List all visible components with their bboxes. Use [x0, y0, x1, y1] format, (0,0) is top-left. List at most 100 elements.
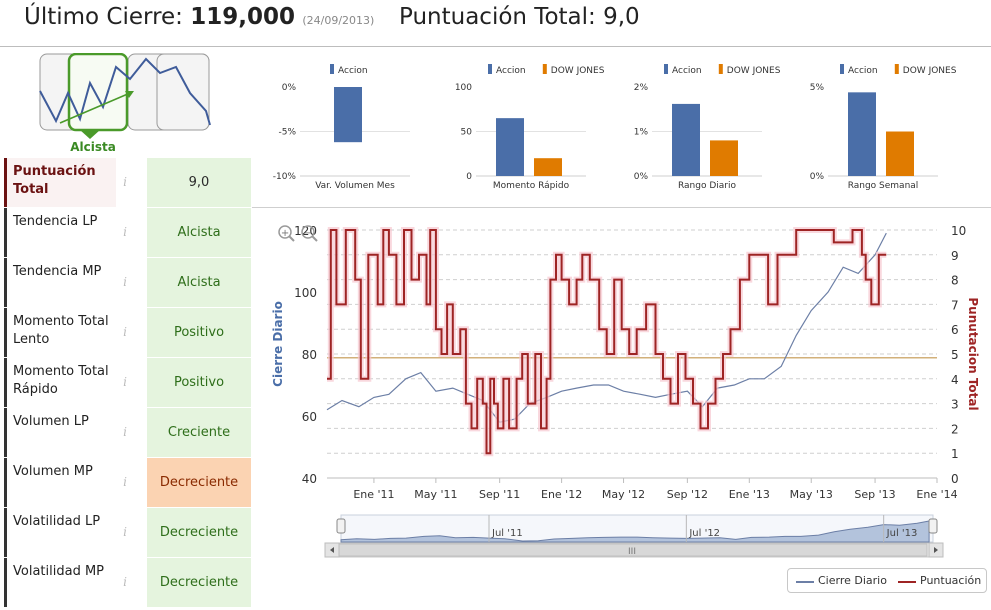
indicator-value: 9,0 — [147, 158, 251, 207]
y-tick-label: 0% — [634, 172, 649, 182]
y-tick-label: 80 — [302, 348, 317, 362]
scrollbar-grip-icon: III — [628, 547, 636, 557]
legend-swatch — [542, 64, 547, 74]
indicator-row: Momento Total Lento i Positivo — [0, 307, 251, 357]
indicator-name: Momento Total Rápido — [4, 358, 116, 407]
legend-cierre-label[interactable]: Cierre Diario — [818, 574, 887, 587]
info-icon[interactable]: i — [123, 525, 127, 539]
navigator-label: Jul '12 — [688, 528, 720, 539]
y-axis-title: Cierre Diario — [271, 301, 285, 387]
indicator-row: Volumen LP i Creciente — [0, 407, 251, 457]
info-icon[interactable]: i — [123, 325, 127, 339]
indicator-name: Tendencia LP — [4, 208, 116, 257]
y-tick-label: -10% — [273, 172, 297, 182]
y2-tick-label: 0 — [951, 472, 959, 486]
legend-label: DOW JONES — [727, 66, 781, 76]
x-tick-label: May '13 — [790, 488, 833, 501]
scroll-right-arrow-icon — [934, 547, 938, 553]
chart-legend: Cierre Diario Puntuación — [787, 568, 987, 593]
indicator-value: Positivo — [147, 358, 251, 407]
indicator-row: Tendencia LP i Alcista — [0, 207, 251, 257]
total-score-value: 9,0 — [603, 4, 640, 30]
bar — [534, 158, 562, 176]
bar — [496, 118, 524, 176]
x-tick-label: Sep '12 — [667, 488, 708, 501]
indicator-value: Decreciente — [147, 458, 251, 507]
y2-tick-label: 8 — [951, 274, 959, 288]
legend-swatch — [330, 64, 334, 74]
mini-bar-charts: Accion 0% -5% -10% Var. Volumen Mes Accion DOW… — [273, 64, 957, 191]
zoom-in-icon[interactable]: + — [278, 225, 295, 242]
indicator-value: Positivo — [147, 308, 251, 357]
legend-label: Accion — [672, 66, 702, 76]
legend-cierre-swatch — [796, 581, 814, 583]
y-tick-label: 0% — [810, 172, 825, 182]
legend-swatch — [894, 64, 899, 74]
indicator-name: Momento Total Lento — [4, 308, 116, 357]
x-axis-label: Momento Rápido — [493, 181, 570, 191]
info-icon[interactable]: i — [123, 375, 127, 389]
bar — [334, 87, 362, 143]
bar — [672, 103, 700, 176]
legend-swatch — [718, 64, 723, 74]
y-tick-label: 2% — [634, 83, 649, 93]
legend-label: DOW JONES — [551, 66, 605, 76]
y-tick-label: 100 — [455, 83, 472, 93]
y-tick-label: 50 — [461, 128, 473, 138]
info-icon[interactable]: i — [123, 175, 127, 189]
indicator-value: Creciente — [147, 408, 251, 457]
x-axis-label: Rango Diario — [678, 181, 737, 191]
trend-selector[interactable] — [38, 52, 212, 155]
navigator-left-handle[interactable] — [336, 518, 346, 534]
x-axis-label: Var. Volumen Mes — [315, 181, 395, 191]
mini-chart: Accion DOW JONES 100 50 0 Momento Rápido — [455, 64, 605, 191]
last-close: Último Cierre: 119,000 (24/09/2013) — [24, 4, 374, 30]
indicator-value: Alcista — [147, 258, 251, 307]
legend-puntuacion-label[interactable]: Puntuación — [920, 574, 982, 587]
series-puntuacion-line — [327, 229, 887, 455]
bar — [886, 131, 914, 176]
indicator-row: Volumen MP i Decreciente — [0, 457, 251, 507]
x-tick-label: Ene '13 — [729, 488, 770, 501]
zoom-out-lens — [301, 225, 315, 239]
x-tick-label: Ene '11 — [353, 488, 394, 501]
zoom-in-glyph: + — [281, 228, 289, 239]
y2-tick-label: 4 — [951, 373, 959, 387]
y2-tick-label: 10 — [951, 224, 966, 238]
y2-tick-label: 5 — [951, 348, 959, 362]
info-icon[interactable]: i — [123, 575, 127, 589]
indicator-row: Volatilidad LP i Decreciente — [0, 507, 251, 557]
indicator-row: Puntuación Total i 9,0 — [0, 157, 251, 207]
indicator-name: Tendencia MP — [4, 258, 116, 307]
bar — [710, 140, 738, 176]
y2-axis-title: Punutacion Total — [966, 297, 980, 410]
x-tick-label: May '11 — [414, 488, 457, 501]
y-tick-label: 60 — [302, 410, 317, 424]
info-icon[interactable]: i — [123, 425, 127, 439]
navigator-right-handle[interactable] — [928, 518, 938, 534]
y-tick-label: 0 — [466, 172, 472, 182]
mini-chart: Accion DOW JONES 2% 1% 0% Rango Diario — [634, 64, 781, 191]
last-close-value: 119,000 — [190, 4, 296, 30]
indicator-row: Momento Total Rápido i Positivo — [0, 357, 251, 407]
indicator-name: Volatilidad MP — [4, 558, 116, 607]
indicator-name: Puntuación Total — [4, 158, 116, 207]
indicator-name: Volumen LP — [4, 408, 116, 457]
info-icon[interactable]: i — [123, 275, 127, 289]
legend-swatch — [664, 64, 668, 74]
header-bar: Último Cierre: 119,000 (24/09/2013) Punt… — [0, 0, 991, 47]
navigator-label: Jul '11 — [491, 528, 523, 539]
legend-swatch — [840, 64, 844, 74]
x-tick-label: Ene '12 — [541, 488, 582, 501]
bar — [848, 92, 876, 176]
legend-puntuacion-swatch — [898, 581, 916, 583]
zoom-out-icon[interactable]: − — [301, 225, 318, 242]
scroll-left-arrow-icon — [330, 547, 334, 553]
y-tick-label: 5% — [810, 83, 825, 93]
total-score-label: Puntuación Total: — [399, 4, 596, 30]
last-close-date: (24/09/2013) — [302, 14, 375, 27]
info-icon[interactable]: i — [123, 475, 127, 489]
info-icon[interactable]: i — [123, 225, 127, 239]
mini-chart: Accion 0% -5% -10% Var. Volumen Mes — [273, 64, 410, 191]
